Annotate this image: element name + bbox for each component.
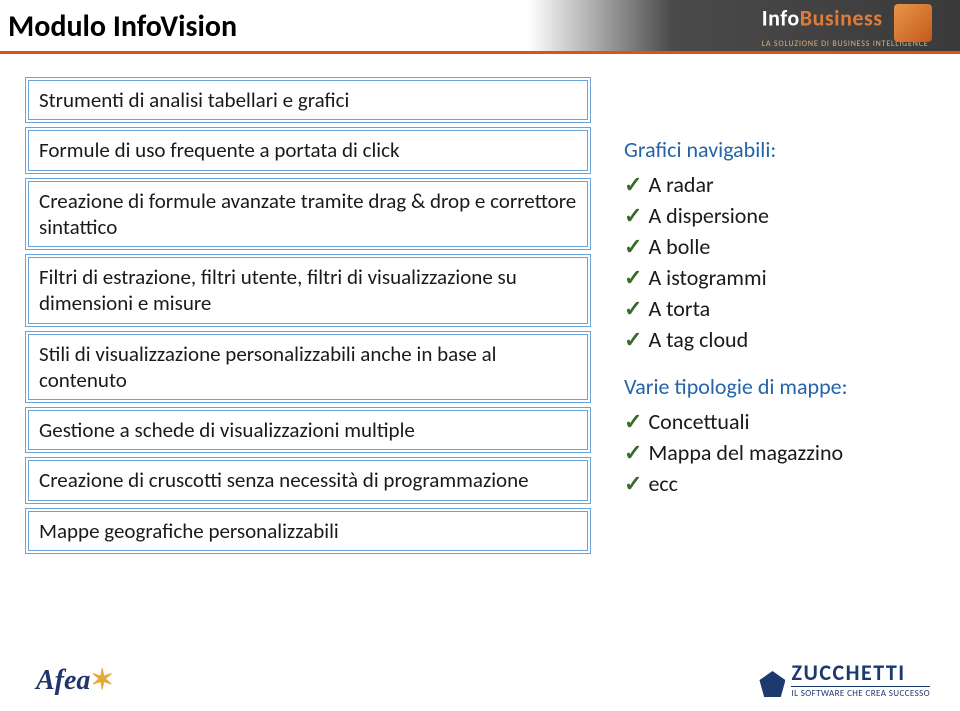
afea-spark-icon: ✶ (90, 665, 113, 696)
map-types-list: Concettuali Mappa del magazzino ecc (624, 406, 924, 499)
list-item: A radar (624, 169, 924, 200)
footer-right-logo: ZUCCHETTI IL SOFTWARE CHE CREA SUCCESSO (759, 659, 930, 699)
feature-box: Formule di uso frequente a portata di cl… (28, 130, 588, 170)
afea-text: Afea (36, 665, 90, 696)
feature-box: Stili di visualizzazione personalizzabil… (28, 334, 588, 401)
list-item: Mappa del magazzino (624, 437, 924, 468)
slide: Modulo InfoVision InfoBusiness LA SOLUZI… (0, 0, 960, 711)
feature-box: Gestione a schede di visualizzazioni mul… (28, 410, 588, 450)
footer-left-logo: Afea✶ (36, 663, 114, 697)
section-heading-maps: Varie tipologie di mappe: (624, 373, 924, 400)
list-item: ecc (624, 468, 924, 499)
chart-types-list: A radar A dispersione A bolle A istogram… (624, 169, 924, 355)
list-item: A dispersione (624, 200, 924, 231)
zucchetti-icon (759, 671, 785, 697)
list-item: A torta (624, 293, 924, 324)
header-bar: Modulo InfoVision InfoBusiness LA SOLUZI… (0, 0, 960, 54)
infobusiness-logo: InfoBusiness LA SOLUZIONE DI BUSINESS IN… (762, 4, 932, 49)
list-item: Concettuali (624, 406, 924, 437)
right-column: Grafici navigabili: A radar A dispersion… (624, 136, 924, 517)
logo-text-part2: Business (800, 5, 883, 32)
list-item: A bolle (624, 231, 924, 262)
feature-box: Creazione di formule avanzate tramite dr… (28, 181, 588, 248)
left-column: Strumenti di analisi tabellari e grafici… (28, 80, 588, 561)
logo-text-part1: Info (762, 5, 800, 32)
feature-box: Strumenti di analisi tabellari e grafici (28, 80, 588, 120)
zucchetti-tagline: IL SOFTWARE CHE CREA SUCCESSO (791, 686, 930, 699)
list-item: A tag cloud (624, 324, 924, 355)
feature-box: Mappe geografiche personalizzabili (28, 511, 588, 551)
zucchetti-text: ZUCCHETTI (791, 659, 905, 686)
logo-icon (894, 4, 932, 42)
list-item: A istogrammi (624, 262, 924, 293)
feature-box: Filtri di estrazione, filtri utente, fil… (28, 257, 588, 324)
section-heading-charts: Grafici navigabili: (624, 136, 924, 163)
page-title: Modulo InfoVision (8, 8, 237, 45)
feature-box: Creazione di cruscotti senza necessità d… (28, 460, 588, 500)
